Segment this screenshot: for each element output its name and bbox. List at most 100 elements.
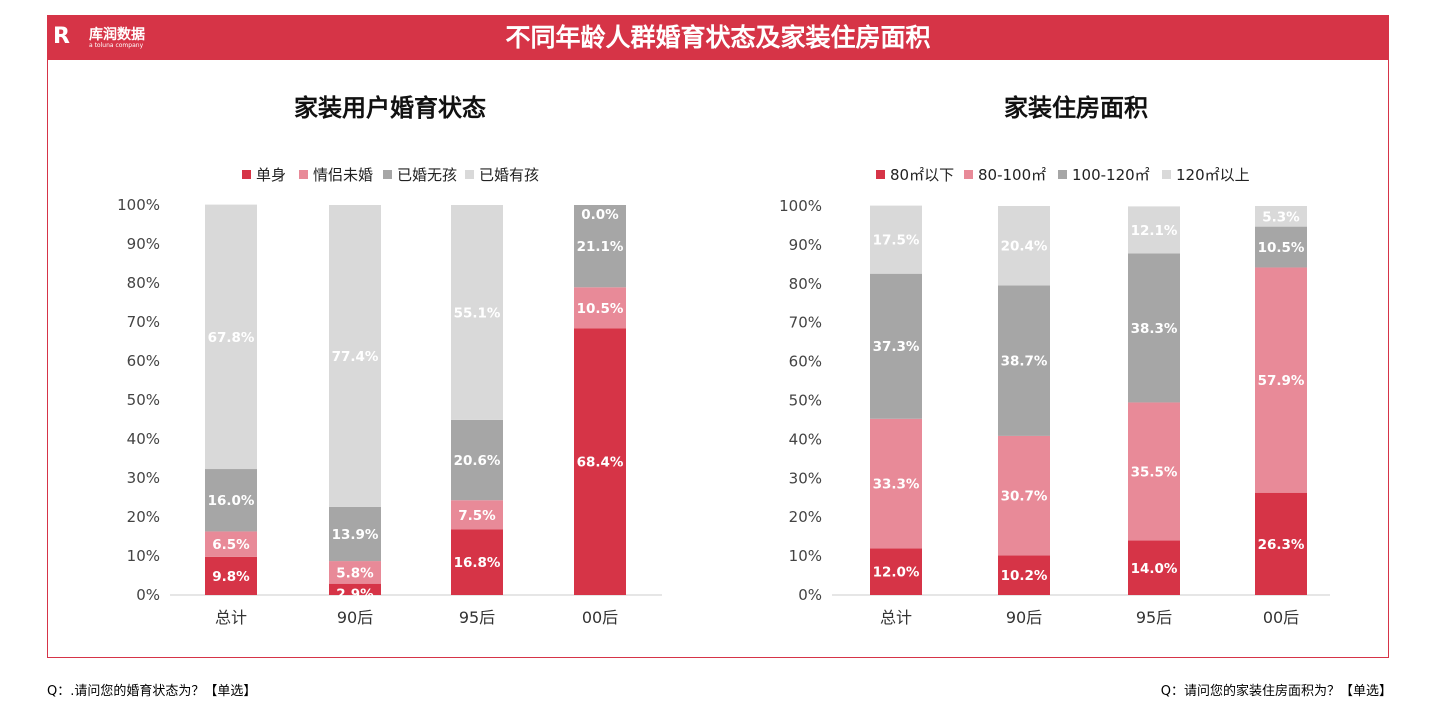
bar-segment [329, 583, 381, 595]
y-tick-label: 40% [127, 430, 160, 448]
data-label: 38.3% [1131, 321, 1178, 337]
y-tick-label: 0% [136, 586, 160, 604]
chart-title: 家装用户婚育状态 [294, 94, 486, 122]
legend-swatch [876, 170, 885, 179]
legend-label: 已婚有孩 [479, 166, 539, 184]
y-tick-label: 0% [798, 586, 822, 604]
data-label: 12.0% [873, 565, 920, 581]
x-tick-label: 95后 [459, 608, 495, 627]
bar-segment [998, 285, 1050, 436]
data-label: 5.3% [1262, 209, 1300, 225]
data-label: 67.8% [208, 330, 255, 346]
bar-segment [1128, 206, 1180, 254]
data-label: 57.9% [1258, 373, 1305, 389]
header-bar: R 库润数据 a toluna company 不同年龄人群婚育状态及家装住房面… [47, 15, 1389, 60]
data-label: 21.1% [577, 239, 624, 255]
y-tick-label: 80% [127, 274, 160, 292]
data-label: 55.1% [454, 305, 501, 321]
data-label: 9.8% [212, 569, 250, 585]
bar-segment [870, 273, 922, 419]
bar-segment [870, 548, 922, 595]
logo-subtext: a toluna company [89, 42, 144, 49]
data-label: 7.5% [458, 508, 496, 524]
bar-segment [1255, 226, 1307, 268]
legend-swatch [299, 170, 308, 179]
bar-segment [205, 556, 257, 595]
bar-segment [451, 205, 503, 420]
data-label: 2.9% [336, 586, 374, 602]
legend-swatch [1162, 170, 1171, 179]
legend-swatch [465, 170, 474, 179]
y-tick-label: 70% [789, 314, 822, 332]
bar-segment [1255, 267, 1307, 493]
x-tick-label: 00后 [1263, 608, 1299, 627]
data-label: 5.8% [336, 565, 374, 581]
data-label: 14.0% [1131, 561, 1178, 577]
data-label: 68.4% [577, 455, 624, 471]
y-tick-label: 40% [789, 430, 822, 448]
data-label: 10.2% [1001, 568, 1048, 584]
y-tick-label: 10% [127, 547, 160, 565]
data-label: 16.8% [454, 555, 501, 571]
legend-label: 情侣未婚 [313, 166, 373, 184]
bar-segment [451, 419, 503, 501]
data-label: 77.4% [332, 349, 379, 365]
data-label: 26.3% [1258, 537, 1305, 553]
footnote-right: Q：请问您的家装住房面积为？【单选】 [1160, 684, 1392, 699]
bar-segment [870, 418, 922, 549]
bar-segment [998, 435, 1050, 556]
bar-segment [574, 328, 626, 595]
bar-segment [329, 561, 381, 584]
y-tick-label: 30% [789, 469, 822, 487]
legend-swatch [383, 170, 392, 179]
data-label: 20.6% [454, 453, 501, 469]
logo-mark: R [53, 24, 70, 49]
data-label: 16.0% [208, 493, 255, 509]
y-tick-label: 80% [789, 275, 822, 293]
y-tick-label: 100% [779, 197, 822, 215]
legend-swatch [242, 170, 251, 179]
y-tick-label: 30% [127, 469, 160, 487]
data-label: 10.5% [1258, 240, 1305, 256]
data-label: 38.7% [1001, 354, 1048, 370]
y-tick-label: 20% [789, 508, 822, 526]
data-label: 6.5% [212, 537, 250, 553]
bar-segment [1255, 492, 1307, 595]
x-tick-label: 95后 [1136, 608, 1172, 627]
legend-swatch [1058, 170, 1067, 179]
legend-label: 单身 [256, 166, 286, 184]
y-tick-label: 60% [789, 353, 822, 371]
bar-segment [1128, 540, 1180, 595]
x-tick-label: 90后 [1006, 608, 1042, 627]
logo-text: 库润数据 [89, 27, 145, 43]
y-tick-label: 50% [789, 392, 822, 410]
y-tick-label: 60% [127, 352, 160, 370]
x-tick-label: 总计 [880, 608, 912, 627]
legend-label: 100-120㎡ [1072, 166, 1150, 184]
legend-label: 80㎡以下 [890, 166, 954, 184]
legend-label: 80-100㎡ [978, 166, 1046, 184]
bar-segment [451, 529, 503, 595]
y-tick-label: 100% [117, 196, 160, 214]
y-tick-label: 20% [127, 508, 160, 526]
bar-segment [1255, 206, 1307, 227]
bar-segment [870, 205, 922, 274]
data-label: 0.0% [581, 207, 619, 223]
x-tick-label: 00后 [582, 608, 618, 627]
bar-segment [574, 287, 626, 329]
legend-label: 已婚无孩 [397, 166, 457, 184]
x-tick-label: 90后 [337, 608, 373, 627]
bar-segment [205, 204, 257, 470]
bar-segment [205, 531, 257, 557]
data-label: 33.3% [873, 477, 920, 493]
y-tick-label: 10% [789, 547, 822, 565]
y-tick-label: 90% [789, 236, 822, 254]
bar-segment [329, 506, 381, 562]
legend-label: 120㎡以上 [1176, 166, 1250, 184]
data-label: 13.9% [332, 527, 379, 543]
bar-segment [998, 555, 1050, 595]
data-label: 30.7% [1001, 489, 1048, 505]
bar-segment [329, 205, 381, 507]
y-tick-label: 90% [127, 235, 160, 253]
